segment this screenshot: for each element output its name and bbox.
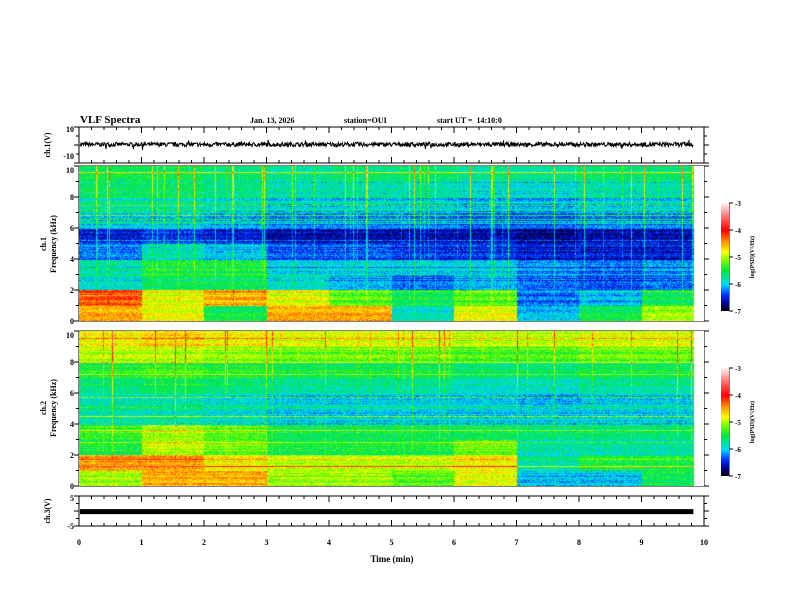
x-tick-label: 8 [577,538,581,547]
colorbar-tick-label: -7 [735,473,741,481]
ch2-colorbar [721,368,729,476]
x-tick-label: 4 [327,538,331,547]
colorbar-tick-label: -3 [735,365,741,373]
freq-tick-label: 0 [70,482,74,491]
station-label: station=OUI [344,116,387,125]
colorbar-tick-label: -6 [735,446,741,454]
ch1-ytick-top: 10 [66,125,74,134]
x-tick-label: 9 [640,538,644,547]
ch1-ylabel: ch.1(V) [43,132,52,157]
colorbar-tick-label: -5 [735,254,741,262]
freq-tick-label: 2 [70,451,74,460]
x-tick-label: 5 [390,538,394,547]
colorbar-tick-label: -4 [735,227,741,235]
x-tick-label: 1 [140,538,144,547]
ch1-spectrogram-heatmap [79,166,704,321]
freq-tick-label: 4 [70,255,74,264]
freq-tick-label: 6 [70,389,74,398]
spec2-ylabel-frequency: Frequency (kHz) [49,379,58,437]
x-axis-label: Time (min) [370,554,413,564]
freq-tick-label: 4 [70,420,74,429]
x-tick-label: 10 [700,538,708,547]
colorbar-tick-label: -6 [735,281,741,289]
freq-tick-label: 8 [70,358,74,367]
ch1-waveform-line [79,139,694,150]
colorbar-label: log(PSD)(V²/Hz) [749,236,756,278]
spec1-ylabel-channel: ch.1 [39,237,48,251]
freq-tick-label: 6 [70,224,74,233]
start-ut-label: start UT = 14:10:0 [437,116,502,125]
spec2-ylabel-channel: ch.2 [39,401,48,415]
colorbar-label: log(PSD)(V²/Hz) [749,401,756,443]
ch2-spectrogram-heatmap [79,331,704,486]
x-tick-label: 0 [77,538,81,547]
x-tick-label: 7 [515,538,519,547]
x-tick-label: 2 [202,538,206,547]
ch1-ytick-bottom: -10 [63,152,74,161]
colorbar-tick-label: -3 [735,200,741,208]
freq-tick-label: 0 [70,317,74,326]
ch3-ytick-bottom: -5 [67,522,74,531]
ch1-colorbar [721,203,729,311]
ch3-ytick-top: 5 [70,494,74,503]
freq-tick-label: 10 [66,331,74,340]
freq-tick-label: 2 [70,286,74,295]
colorbar-tick-label: -5 [735,419,741,427]
colorbar-tick-label: -4 [735,392,741,400]
freq-tick-label: 8 [70,193,74,202]
figure-title: VLF Spectra [80,114,141,126]
x-tick-label: 6 [452,538,456,547]
ch3-ylabel: ch.3(V) [43,498,52,523]
freq-tick-label: 10 [66,166,74,175]
x-tick-label: 3 [265,538,269,547]
spec1-ylabel-frequency: Frequency (kHz) [49,215,58,273]
colorbar-tick-label: -7 [735,308,741,316]
date-label: Jan. 13, 2026 [250,116,294,125]
